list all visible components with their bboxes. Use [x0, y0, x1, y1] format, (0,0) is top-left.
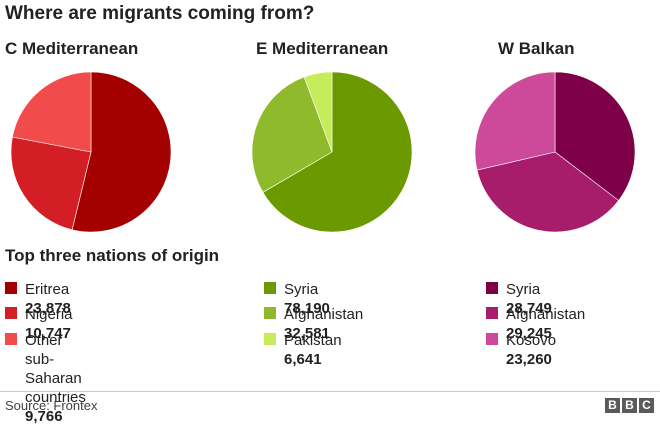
legend-swatch [264, 333, 276, 345]
legend-value: 78,190 [284, 300, 330, 317]
legend-value: 10,747 [25, 325, 71, 342]
bbc-logo: B B C [605, 398, 654, 413]
legend-swatch [5, 307, 17, 319]
pie-slice-2 [474, 71, 556, 171]
pie-slice-1 [476, 151, 619, 233]
source-note: Source: Frontex [5, 398, 98, 413]
legend-value: 29,245 [506, 325, 552, 342]
legend-label: Nigeria [25, 306, 73, 323]
legend-label: Kosovo [506, 332, 557, 349]
logo-letter: B [605, 398, 620, 413]
legend-label-line-1: Other sub-Saharan [25, 332, 82, 387]
legend-swatch [5, 333, 17, 345]
legend-value: 32,581 [284, 325, 330, 342]
pie-title-e-mediterranean: E Mediterranean [256, 39, 389, 58]
pie-c-mediterranean [10, 71, 172, 233]
legend-swatch [264, 282, 276, 294]
pie-w-balkan [474, 71, 636, 233]
logo-letter: B [622, 398, 637, 413]
legend-swatch [486, 307, 498, 319]
pie-slice-0 [262, 71, 413, 233]
footer-divider [0, 391, 660, 392]
legend-label: Syria [284, 281, 319, 298]
legend-label: Eritrea [25, 281, 70, 298]
legend-swatch [5, 282, 17, 294]
logo-letter: C [639, 398, 654, 413]
pie-slice-2 [303, 71, 333, 153]
legend-swatch [486, 282, 498, 294]
pie-slice-0 [554, 71, 636, 201]
pie-title-w-balkan: W Balkan [498, 39, 575, 58]
legend-value: 23,878 [25, 300, 71, 317]
pie-slice-1 [10, 136, 92, 231]
pie-slice-0 [71, 71, 172, 233]
legend-swatch [264, 307, 276, 319]
legend-heading: Top three nations of origin [5, 246, 220, 265]
pie-slice-2 [12, 71, 92, 153]
legend-label: Afghanistan [506, 306, 586, 323]
legend-label-line-2: countries [25, 389, 86, 406]
legend-value: 23,260 [506, 351, 552, 368]
pie-title-c-mediterranean: C Mediterranean [5, 39, 139, 58]
pie-e-mediterranean [251, 71, 413, 233]
legend-value: 28,749 [506, 300, 552, 317]
chart-title: Where are migrants coming from? [5, 3, 315, 24]
legend-label: Syria [506, 281, 541, 298]
legend-value: 6,641 [284, 351, 322, 368]
pie-slice-1 [251, 76, 333, 193]
legend-label: Afghanistan [284, 306, 364, 323]
legend-swatch [486, 333, 498, 345]
legend-label: Pakistan [284, 332, 342, 349]
